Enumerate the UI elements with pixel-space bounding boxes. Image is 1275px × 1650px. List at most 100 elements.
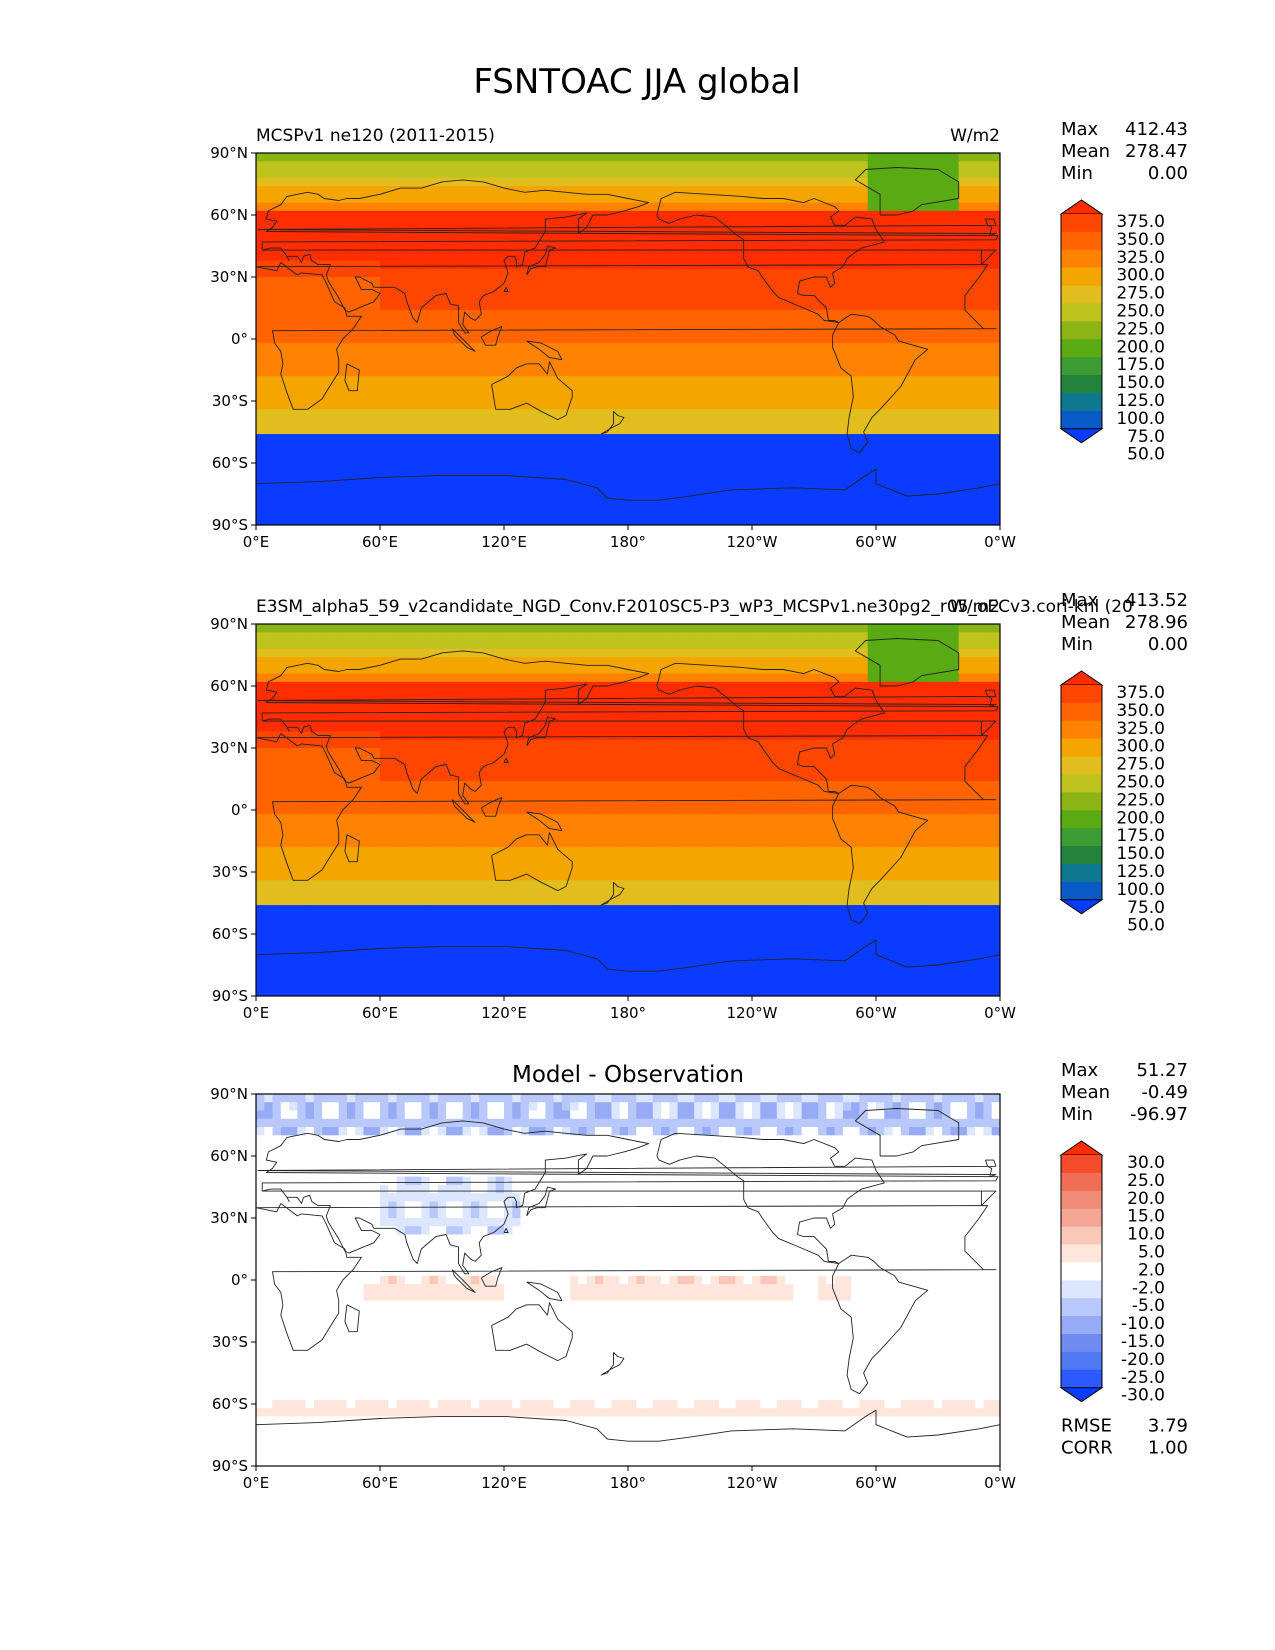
field-cell <box>504 285 513 295</box>
field-cell <box>355 367 365 377</box>
field-cell <box>462 516 472 525</box>
field-cell <box>570 227 579 237</box>
field-cell <box>413 293 422 303</box>
field-cell <box>768 392 778 402</box>
field-cell <box>363 376 373 386</box>
field-cell <box>313 334 323 344</box>
field-cell <box>991 285 1000 295</box>
field-cell <box>570 648 579 658</box>
field-cell <box>437 210 447 220</box>
field-cell <box>545 392 555 402</box>
field-cell <box>743 318 753 328</box>
field-cell <box>966 277 976 286</box>
field-cell <box>743 624 753 633</box>
field-cell <box>462 153 472 162</box>
field-cell <box>528 177 538 187</box>
field-cell <box>876 442 885 452</box>
field-cell <box>454 210 464 220</box>
colorbar-segment <box>1061 214 1102 233</box>
field-cell <box>851 483 861 493</box>
panel-units: W/m2 <box>950 126 1000 146</box>
field-cell <box>818 657 827 666</box>
field-cell <box>925 153 935 162</box>
field-cell <box>991 367 1000 377</box>
field-cell <box>694 475 703 485</box>
field-cell <box>313 632 323 642</box>
field-cell <box>363 475 373 485</box>
field-cell <box>380 648 389 658</box>
field-cell <box>801 310 811 319</box>
field-cell <box>727 334 737 344</box>
field-cell <box>743 153 753 162</box>
field-cell <box>305 351 315 361</box>
field-cell <box>652 343 662 352</box>
field-cell <box>346 210 356 220</box>
field-cell <box>851 301 861 311</box>
field-cell <box>429 483 439 493</box>
field-cell <box>413 483 422 493</box>
field-cell <box>594 260 604 270</box>
field-cell <box>876 343 885 352</box>
field-cell <box>437 673 447 683</box>
field-cell <box>371 491 381 501</box>
field-cell <box>933 351 943 361</box>
field-cell <box>834 268 844 278</box>
field-cell <box>462 243 472 253</box>
field-cell <box>322 186 331 195</box>
field-cell <box>793 401 803 410</box>
field-cell <box>702 351 712 361</box>
field-cell <box>718 367 728 377</box>
field-cell <box>462 161 472 171</box>
field-cell <box>388 351 398 361</box>
field-cell <box>991 690 1000 699</box>
field-cell <box>520 376 530 386</box>
field-cell <box>900 392 910 402</box>
field-cell <box>396 310 406 319</box>
field-cell <box>628 450 637 460</box>
field-cell <box>818 640 827 650</box>
field-cell <box>776 334 786 344</box>
colorbar-label: 150.0 <box>1116 373 1165 393</box>
field-cell <box>876 508 885 518</box>
field-cell <box>297 632 307 642</box>
field-cell <box>677 277 687 286</box>
field-cell <box>752 475 761 485</box>
field-cell <box>619 648 629 658</box>
field-cell <box>371 475 381 485</box>
field-cell <box>421 500 431 510</box>
field-cell <box>809 219 819 228</box>
field-cell <box>338 343 348 352</box>
field-cell <box>553 343 563 352</box>
field-cell <box>809 252 819 262</box>
field-cell <box>942 161 951 171</box>
field-cell <box>313 450 323 460</box>
field-cell <box>933 467 943 476</box>
field-cell <box>892 219 902 228</box>
field-cell <box>925 648 935 658</box>
field-cell <box>429 219 439 228</box>
colorbar-label: 50.0 <box>1127 445 1165 465</box>
field-cell <box>702 243 712 253</box>
field-cell <box>793 648 803 658</box>
field-cell <box>892 227 902 237</box>
field-cell <box>958 243 968 253</box>
field-cell <box>570 434 579 443</box>
field-cell <box>512 475 522 485</box>
field-cell <box>487 657 497 666</box>
field-cell <box>900 334 910 344</box>
field-cell <box>859 657 869 666</box>
field-cell <box>322 359 331 369</box>
field-cell <box>338 491 348 501</box>
field-cell <box>834 293 844 303</box>
field-cell <box>727 285 737 295</box>
field-cell <box>545 401 555 410</box>
field-cell <box>504 516 513 525</box>
field-cell <box>958 665 968 675</box>
field-cell <box>685 384 695 394</box>
field-cell <box>991 359 1000 369</box>
field-cell <box>818 210 827 220</box>
field-cell <box>809 277 819 286</box>
field-cell <box>553 186 563 195</box>
field-cell <box>330 376 340 386</box>
field-cell <box>735 673 745 683</box>
